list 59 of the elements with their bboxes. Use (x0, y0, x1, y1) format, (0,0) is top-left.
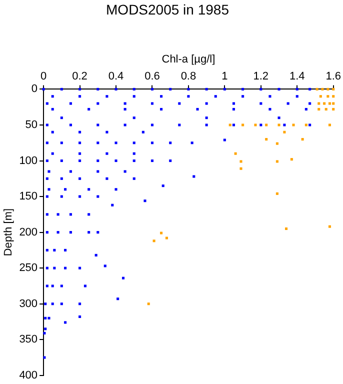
point (265, 124, 268, 126)
point (147, 302, 150, 306)
point (242, 124, 244, 126)
x-tick-label: 1.6 (326, 70, 342, 83)
point (240, 167, 242, 170)
point (332, 102, 335, 105)
chart-title: MODS2005 in 1985 (106, 1, 230, 18)
x-tick-label: 0.4 (108, 70, 124, 83)
point (276, 160, 278, 163)
point (332, 95, 335, 98)
point (160, 232, 163, 234)
point (318, 102, 320, 105)
point (292, 124, 295, 126)
point (301, 138, 304, 141)
y-axis-title: Depth [m] (2, 208, 15, 256)
x-tick-label: 1.2 (253, 70, 269, 83)
point (240, 160, 242, 163)
point (321, 88, 324, 90)
point (326, 88, 330, 90)
y-tick-label: 150 (19, 190, 38, 203)
point (276, 192, 278, 195)
point (328, 102, 332, 105)
point (165, 236, 168, 240)
x-tick-label: 1.4 (289, 70, 305, 83)
point (283, 130, 286, 134)
point (265, 138, 268, 141)
point (316, 88, 318, 90)
point (290, 158, 293, 161)
x-tick-label: 0.6 (144, 70, 160, 83)
point (254, 124, 257, 126)
y-tick-label: 350 (19, 334, 38, 346)
point (328, 225, 332, 228)
x-tick-label: 0.2 (72, 70, 88, 83)
y-tick-label: 400 (19, 369, 38, 382)
point (234, 152, 237, 155)
x-tick-label: 0 (40, 70, 47, 83)
point (284, 227, 288, 230)
point (323, 102, 326, 105)
y-tick-label: 50 (25, 119, 38, 132)
point (332, 108, 335, 111)
point (228, 124, 232, 126)
y-tick-label: 250 (19, 262, 38, 274)
point (328, 124, 332, 126)
x-tick-label: 0.8 (180, 70, 196, 83)
x-tick-label: 1 (222, 70, 228, 83)
y-tick-label: 0 (31, 83, 38, 96)
point (324, 108, 328, 111)
point (276, 142, 278, 145)
point (318, 108, 320, 111)
y-tick-label: 200 (19, 226, 38, 238)
point (304, 124, 308, 126)
y-tick-label: 300 (19, 298, 38, 310)
point (278, 124, 280, 126)
point (152, 240, 156, 242)
x-axis-title: Chl-a [µg/l] (162, 53, 216, 66)
point (332, 88, 335, 90)
point (326, 95, 330, 98)
point (319, 95, 322, 98)
y-tick-label: 100 (19, 154, 38, 167)
